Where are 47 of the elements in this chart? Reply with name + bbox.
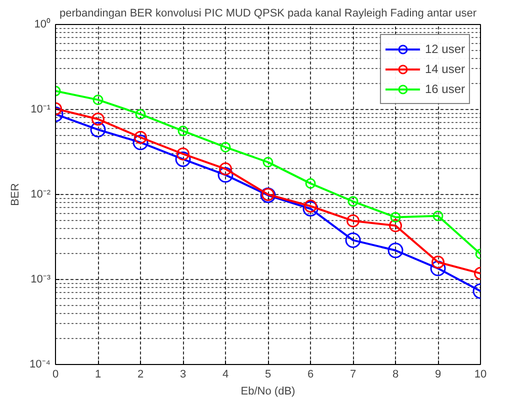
x-tick-label: 9 [434, 368, 442, 380]
point [219, 162, 232, 176]
point [134, 130, 147, 144]
point [135, 108, 146, 120]
y-tick-label: 10⁻⁴ [30, 358, 51, 370]
point [90, 122, 106, 138]
y-tick-label: 10⁻¹ [30, 104, 51, 116]
x-tick-label: 10 [474, 368, 487, 380]
point [430, 260, 446, 276]
point [132, 134, 148, 150]
x-tick-label: 8 [392, 368, 399, 380]
x-axis-title: Eb/No (dB) [240, 386, 296, 398]
x-tick-label: 0 [52, 368, 59, 380]
point [178, 126, 188, 136]
point [220, 142, 231, 152]
point [348, 196, 358, 207]
point [304, 200, 317, 213]
y-tick-label: 10⁰ [34, 18, 51, 30]
x-tick-label: 5 [264, 368, 272, 380]
point [218, 167, 234, 183]
y-tick-label: 10⁻³ [30, 274, 51, 286]
point [388, 242, 404, 258]
point [92, 112, 104, 126]
legend-label: 14 user [424, 62, 465, 76]
x-tick-label: 4 [222, 368, 229, 380]
point [389, 219, 402, 232]
point [176, 147, 190, 160]
x-tick-label: 3 [180, 368, 186, 380]
point [346, 214, 360, 228]
y-axis-title: BER [10, 183, 22, 206]
x-tick-label: 6 [307, 368, 314, 380]
point [432, 256, 444, 269]
point [92, 94, 104, 106]
point [175, 151, 191, 167]
legend-label: 16 user [424, 82, 465, 96]
point [432, 210, 444, 222]
chart-title: perbandingan BER konvolusi PIC MUD QPSK pada kanal Rayleigh Fading antar user [59, 8, 477, 20]
y-tick-label: 10⁻² [30, 188, 51, 200]
x-tick-label: 2 [137, 368, 144, 380]
legend-label: 12 user [424, 42, 465, 56]
point [305, 178, 316, 189]
point [345, 232, 361, 248]
x-tick-label: 1 [94, 368, 102, 380]
point [390, 212, 401, 222]
point [262, 156, 274, 168]
x-tick-label: 7 [350, 368, 356, 380]
point [302, 201, 318, 216]
